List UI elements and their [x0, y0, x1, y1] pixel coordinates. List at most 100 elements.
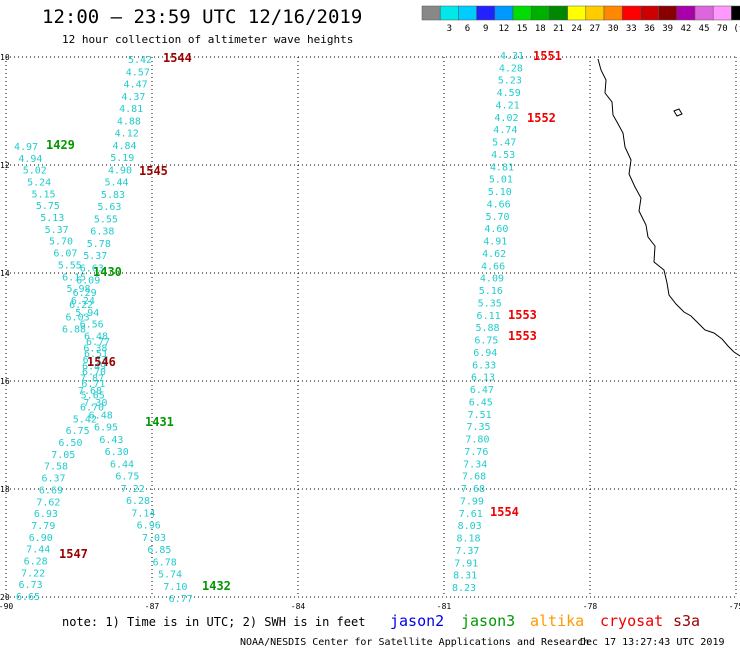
wave-height-value: 5.74	[158, 570, 182, 581]
wave-height-value: 6.51	[84, 349, 108, 360]
wave-height-value: 4.28	[499, 63, 523, 74]
credit-text: NOAA/NESDIS Center for Satellite Applica…	[240, 637, 589, 648]
pass-time-label: 1546	[87, 355, 116, 369]
legend-altika: altika	[530, 612, 584, 630]
wave-height-value: 7.99	[460, 496, 484, 507]
wave-height-value: 5.15	[32, 189, 56, 200]
pass-time-label: 1432	[202, 579, 231, 593]
colorbar-label: 27	[589, 24, 600, 34]
wave-height-value: 7.62	[36, 497, 60, 508]
wave-height-value: 6.85	[147, 545, 171, 556]
wave-height-value: 6.24	[71, 296, 95, 307]
timestamp-text: Dec 17 13:27:43 UTC 2019	[580, 637, 725, 648]
lon-tick-label: -84	[291, 602, 306, 611]
wave-height-value: 6.30	[105, 447, 129, 458]
colorbar-label: 70	[717, 24, 728, 34]
wave-height-value: 7.34	[463, 459, 487, 470]
colorbar-swatch	[567, 5, 587, 21]
wave-height-value: 6.49	[82, 361, 106, 372]
wave-height-value: 6.77	[86, 337, 110, 348]
wave-height-value: 5.70	[485, 212, 509, 223]
wave-height-value: 7.80	[465, 435, 489, 446]
wave-height-value: 5.63	[97, 202, 121, 213]
wave-height-value: 5.01	[489, 175, 513, 186]
lat-tick-label: 20	[0, 593, 10, 602]
colorbar-label: 45	[699, 24, 710, 34]
wave-height-value: 8.03	[458, 521, 482, 532]
colorbar-label: 12	[498, 24, 509, 34]
wave-height-value: 5.70	[49, 237, 73, 248]
wave-height-value: 5.13	[40, 213, 64, 224]
pass-time-label: 1544	[163, 51, 192, 65]
wave-height-value: 5.55	[94, 214, 118, 225]
wave-height-value: 6.75	[66, 426, 90, 437]
wave-height-value: 7.68	[462, 472, 486, 483]
colorbar-swatch	[512, 5, 532, 21]
colorbar-label: 30	[608, 24, 619, 34]
wave-height-tracks: 5.424.574.474.374.814.884.124.845.194.90…	[14, 51, 524, 605]
wave-height-value: 6.71	[81, 379, 105, 390]
wave-height-value: 4.91	[483, 237, 507, 248]
wave-height-value: 4.84	[112, 141, 136, 152]
legend-jason3: jason3	[461, 612, 515, 630]
wave-height-value: 7.22	[21, 568, 45, 579]
wave-height-value: 7.22	[121, 484, 145, 495]
wave-height-value: 4.94	[18, 154, 42, 165]
colorbar-swatch	[458, 5, 477, 21]
wave-height-value: 7.91	[454, 558, 478, 569]
wave-height-value: 5.65	[81, 391, 105, 402]
wave-height-value: 7.68	[461, 484, 485, 495]
pass-time-label: 1552	[527, 111, 556, 125]
lat-tick-label: 12	[0, 161, 10, 170]
wave-height-value: 5.75	[36, 201, 60, 212]
colorbar-swatch	[494, 5, 514, 21]
wave-height-value: 6.50	[58, 438, 82, 449]
wave-height-value: 6.56	[80, 320, 104, 331]
wave-height-value: 6.22	[69, 300, 93, 311]
colorbar-swatch	[640, 5, 659, 21]
legend-s3a: s3a	[673, 612, 700, 630]
wave-height-value: 6.73	[19, 580, 43, 591]
lat-tick-label: 14	[0, 269, 10, 278]
colorbar-label: 9	[483, 24, 488, 34]
wave-height-value: 6.03	[66, 312, 90, 323]
wave-height-value: 5.47	[492, 138, 516, 149]
wave-height-value: 4.81	[119, 104, 143, 115]
wave-height-value: 4.66	[481, 261, 505, 272]
wave-height-value: 6.13	[471, 373, 495, 384]
wave-height-value: 4.66	[487, 199, 511, 210]
wave-height-value: 6.29	[73, 288, 97, 299]
wave-height-value: 6.78	[153, 557, 177, 568]
colorbar-swatch	[530, 5, 550, 21]
wave-height-value: 4.12	[115, 129, 139, 140]
wave-height-value: 6.43	[99, 435, 123, 446]
wave-height-value: 5.37	[83, 251, 107, 262]
colorbar-swatch	[439, 5, 459, 21]
colorbar-swatch	[676, 5, 696, 21]
wave-height-value: 5.44	[104, 178, 128, 189]
wave-height-value: 5.10	[488, 187, 512, 198]
legend-cryosat: cryosat	[600, 612, 663, 630]
wave-height-value: 4.09	[480, 274, 504, 285]
pass-time-label: 1430	[93, 265, 122, 279]
wave-height-value: 5.88	[475, 323, 499, 334]
wave-height-value: 6.95	[94, 423, 118, 434]
wave-height-value: 4.60	[484, 224, 508, 235]
lon-tick-label: -90	[0, 602, 13, 611]
colorbar-swatch	[476, 5, 496, 21]
lat-tick-label: 10	[0, 53, 10, 62]
colorbar-swatch	[585, 5, 605, 21]
colorbar-label: 39	[662, 24, 673, 34]
colorbar-swatch	[621, 5, 641, 21]
wave-height-value: 6.44	[110, 459, 134, 470]
wave-height-value: 8.31	[453, 571, 477, 582]
wave-height-value: 6.93	[34, 509, 58, 520]
wave-height-value: 6.37	[41, 474, 65, 485]
wave-height-value: 7.51	[468, 410, 492, 421]
colorbar-swatch	[549, 5, 568, 21]
coastline	[597, 58, 740, 357]
wave-height-value: 5.23	[498, 76, 522, 87]
wave-height-value: 6.88	[62, 325, 86, 336]
wave-height-value: 4.88	[117, 116, 141, 127]
